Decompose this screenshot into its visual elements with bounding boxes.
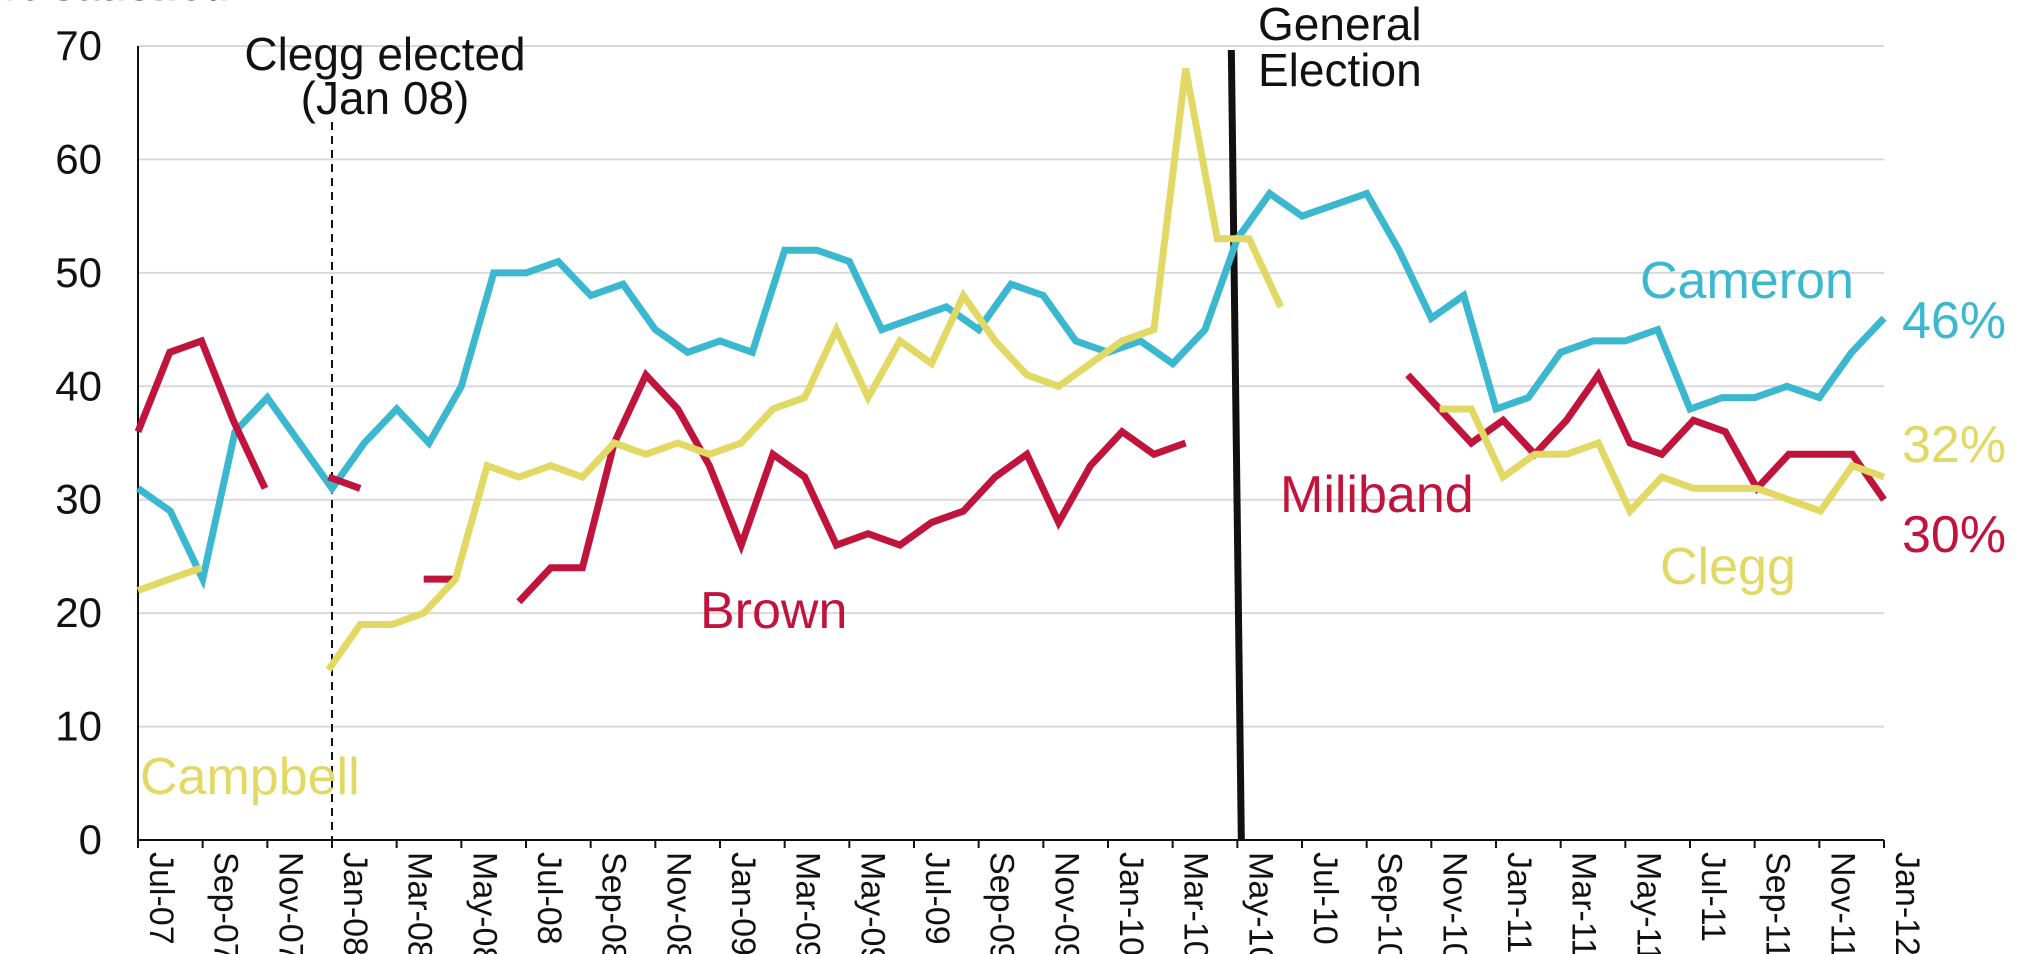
x-tick-label: Jan-12 — [1888, 852, 1926, 954]
series-layer — [134, 68, 1887, 672]
general-election-label-line1: General — [1258, 0, 1422, 50]
x-tick-label: Jul-11 — [1694, 852, 1732, 942]
x-tick-label: May-11 — [1629, 852, 1667, 954]
clegg-elected-label-line2: (Jan 08) — [301, 72, 470, 124]
x-tick-label: May-09 — [853, 852, 891, 954]
x-tick-label: Jul-09 — [918, 852, 956, 945]
series-line-2-segment-1 — [325, 68, 1284, 672]
series-line-1-segment-1 — [327, 473, 362, 492]
y-tick-label: 50 — [55, 249, 102, 296]
x-tick-label: Jan-11 — [1500, 852, 1538, 953]
end-label-miliband: 30% — [1902, 506, 2006, 564]
series-line-2-segment-3 — [1439, 405, 1886, 518]
series-line-1-segment-4 — [1405, 367, 1887, 502]
y-axis-label: % satisfied — [0, 0, 230, 10]
series-label-miliband: Miliband — [1280, 466, 1474, 524]
general-election-label-line2: Election — [1258, 44, 1422, 96]
series-line-1-segment-0 — [134, 336, 269, 490]
x-tick-label: May-10 — [1241, 852, 1279, 954]
x-tick-label: Mar-10 — [1177, 852, 1215, 954]
series-line-2-segment-0 — [136, 564, 203, 594]
y-tick-label: 70 — [55, 22, 102, 69]
clegg-elected-label-line1: Clegg elected — [244, 28, 525, 80]
x-tick-label: Jan-09 — [724, 852, 762, 954]
y-tick-label: 10 — [55, 703, 102, 750]
end-label-cameron: 46% — [1902, 292, 2006, 350]
x-tick-label: Nov-08 — [659, 852, 697, 954]
series-label-campbell: Campbell — [140, 748, 360, 806]
x-tick-label: Jan-10 — [1112, 852, 1150, 954]
end-label-clegg: 32% — [1902, 416, 2006, 474]
series-label-clegg: Clegg — [1660, 538, 1796, 596]
x-tick-label: Sep-09 — [983, 852, 1021, 954]
series-label-cameron: Cameron — [1640, 252, 1854, 310]
y-tick-label: 20 — [55, 589, 102, 636]
grid-lines — [138, 45, 1884, 728]
x-tick-label: Jul-08 — [530, 852, 568, 945]
series-line-0-segment-0 — [135, 188, 1887, 590]
x-axis-ticks: Jul-07 Sep-07 Nov-07 Jan-08 Mar-08 May-08 Jul-… — [137, 840, 1926, 954]
x-tick-label: Sep-10 — [1371, 852, 1409, 954]
x-tick-label: Sep-08 — [595, 852, 633, 954]
y-tick-label: 0 — [79, 816, 102, 863]
x-tick-label: Sep-11 — [1759, 852, 1797, 954]
x-tick-label: May-08 — [465, 852, 503, 954]
y-tick-label: 40 — [55, 362, 102, 409]
x-tick-label: Nov-10 — [1435, 852, 1473, 954]
x-tick-label: Mar-09 — [789, 852, 827, 954]
y-tick-label: 30 — [55, 476, 102, 523]
series-line-1-segment-3 — [516, 368, 1187, 605]
x-tick-label: Nov-09 — [1047, 852, 1085, 954]
x-tick-label: Jul-10 — [1306, 852, 1344, 945]
series-label-brown: Brown — [700, 582, 847, 640]
x-tick-label: Nov-11 — [1823, 852, 1861, 954]
x-tick-label: Nov-07 — [271, 852, 309, 954]
x-tick-label: Jan-08 — [336, 852, 374, 954]
x-tick-label: Sep-07 — [207, 852, 245, 954]
general-election-marker — [1227, 49, 1245, 841]
x-tick-label: Mar-11 — [1565, 852, 1603, 954]
x-tick-label: Jul-07 — [142, 852, 180, 945]
x-tick-label: Mar-08 — [401, 852, 439, 954]
y-tick-label: 60 — [55, 135, 102, 182]
y-axis-ticks: 0 10 20 30 40 50 60 70 — [55, 22, 102, 863]
